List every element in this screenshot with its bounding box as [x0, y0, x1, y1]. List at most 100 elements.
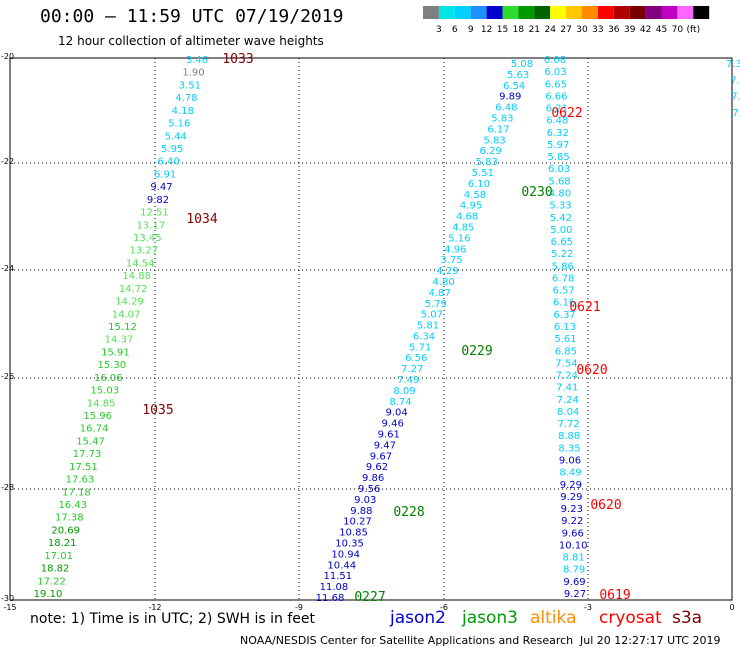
colorbar-tick-label: 9 — [468, 25, 474, 35]
colorbar-tick-label: 15 — [497, 25, 508, 35]
wave-height-value: 14.54 — [126, 258, 155, 269]
colorbar-swatch — [454, 6, 471, 19]
wave-height-value: 9.69 — [563, 577, 585, 588]
wave-height-value: 5.81 — [417, 321, 439, 332]
colorbar-tick-label: 39 — [624, 25, 636, 35]
wave-height-value: 6.65 — [545, 79, 567, 90]
wave-height-value: 3.46 — [186, 55, 208, 66]
wave-height-value: 15.30 — [98, 360, 127, 371]
wave-height-value: 9.56 — [358, 484, 380, 495]
wave-height-value: 17.51 — [69, 462, 98, 473]
y-tick-label: -26 — [1, 372, 14, 381]
wave-height-value: 5.79 — [425, 299, 447, 310]
y-tick-label: -28 — [1, 483, 14, 492]
wave-height-value: 6.29 — [480, 146, 502, 157]
wave-height-value: 5.16 — [168, 119, 190, 130]
wave-height-value: 8.49 — [559, 468, 581, 479]
wave-height-value: 5.51 — [472, 168, 494, 179]
wave-height-value: 5.22 — [551, 249, 573, 260]
legend-cryosat: cryosat — [599, 608, 662, 628]
wave-height-value: 15.12 — [108, 322, 137, 333]
wave-height-value: 7.3 — [726, 59, 740, 70]
wave-height-value: 5.83 — [476, 157, 498, 168]
wave-height-value: 9.62 — [366, 462, 388, 473]
wave-height-value: 16.43 — [59, 500, 88, 511]
wave-height-value: 4.78 — [175, 93, 197, 104]
colorbar-tick-label: 42 — [640, 25, 651, 35]
wave-height-value: 6.91 — [154, 169, 176, 180]
wave-height-value: 9.04 — [385, 408, 407, 419]
map-plot: -15 -12 -9 -6 -3 0-20-22-24-26-28-303.461.903… — [1, 52, 740, 612]
wave-height-value: 7.54 — [555, 358, 577, 369]
colorbar-tick-label: 27 — [560, 25, 571, 35]
colorbar-tick-label: 45 — [656, 25, 667, 35]
wave-height-value: 13.17 — [137, 220, 166, 231]
x-tick-label: 0 — [729, 603, 734, 612]
wave-height-value: 9.86 — [362, 473, 384, 484]
wave-height-value: 11.08 — [320, 582, 349, 593]
wave-height-value: 5.33 — [549, 201, 571, 212]
wave-height-value: 9.88 — [350, 506, 372, 517]
wave-height-value: 7. — [732, 108, 740, 119]
wave-height-value: 6.85 — [555, 346, 577, 357]
colorbar-swatch — [693, 6, 710, 19]
wave-height-value: 9.29 — [560, 480, 582, 491]
colorbar-swatch — [597, 6, 614, 19]
wave-height-value: 17.01 — [44, 551, 73, 562]
colorbar-swatch — [566, 6, 582, 19]
wave-height-value: 15.96 — [83, 411, 112, 422]
x-tick-label: -15 — [3, 603, 16, 612]
wave-height-value: 11.51 — [324, 571, 353, 582]
wave-height-value: 6.21 — [546, 104, 568, 115]
x-tick-label: -6 — [440, 603, 448, 612]
wave-height-value: 9.82 — [147, 195, 169, 206]
wave-height-value: 14.85 — [87, 398, 116, 409]
wave-height-value: 8.88 — [558, 431, 580, 442]
wave-height-value: 14.07 — [112, 309, 141, 320]
y-tick-label: -24 — [1, 264, 14, 273]
colorbar-swatch — [645, 6, 662, 19]
wave-height-value: 4.18 — [172, 106, 194, 117]
note-text: note: 1) Time is in UTC; 2) SWH is in fe… — [30, 611, 316, 627]
wave-height-value: 5.95 — [161, 144, 183, 155]
plot-frame — [9, 57, 733, 601]
wave-height-value: 6.40 — [157, 157, 179, 168]
wave-height-value: 9.03 — [354, 495, 376, 506]
colorbar-tick-label: 24 — [544, 25, 556, 35]
wave-height-value: 9.06 — [559, 456, 581, 467]
pass-time-label: 0229 — [461, 344, 492, 359]
colorbar-tick-label: 30 — [576, 25, 588, 35]
wave-height-value: 18.82 — [41, 564, 70, 575]
pass-time-label: 0621 — [569, 300, 600, 315]
timestamp-text: Jul 20 12:27:17 UTC 2019 — [580, 634, 721, 647]
wave-height-value: 5.86 — [552, 261, 574, 272]
wave-height-value: 5.00 — [550, 225, 572, 236]
colorbar-swatch — [629, 6, 646, 19]
legend-s3a: s3a — [672, 608, 703, 628]
wave-height-value: 5.07 — [421, 310, 443, 321]
credit-text: NOAA/NESDIS Center for Satellite Applica… — [240, 634, 574, 647]
wave-height-value: 15.03 — [90, 386, 119, 397]
wave-height-value: 5.61 — [554, 334, 576, 345]
wave-height-value: 7. — [730, 75, 740, 86]
wave-height-value: 17.18 — [62, 487, 91, 498]
wave-height-value: 13.45 — [133, 233, 162, 244]
wave-height-value: 7.24 — [557, 395, 579, 406]
wave-height-value: 6.08 — [544, 55, 566, 66]
colorbar-tick-label: 70 — [672, 25, 684, 35]
colorbar-swatch — [582, 6, 598, 19]
wave-height-value: 9.22 — [561, 516, 583, 527]
x-tick-label: -9 — [295, 603, 303, 612]
wave-height-value: 6.10 — [468, 179, 490, 190]
wave-height-value: 6.17 — [487, 124, 509, 135]
wave-height-value: 14.72 — [119, 284, 148, 295]
wave-height-value: 7.72 — [558, 419, 580, 430]
colorbar-legend: 3 6 9 12 15 18 21 24 27 30 33 36 39 42 45 70 (ft) — [423, 6, 710, 35]
wave-height-value: 9.66 — [562, 528, 584, 539]
colorbar-swatch — [502, 6, 519, 19]
wave-height-value: 14.37 — [105, 335, 134, 346]
wave-height-value: 5.83 — [483, 135, 505, 146]
wave-height-value: 9.23 — [561, 504, 583, 515]
x-tick-label: -12 — [148, 603, 161, 612]
colorbar-swatch — [470, 6, 487, 19]
